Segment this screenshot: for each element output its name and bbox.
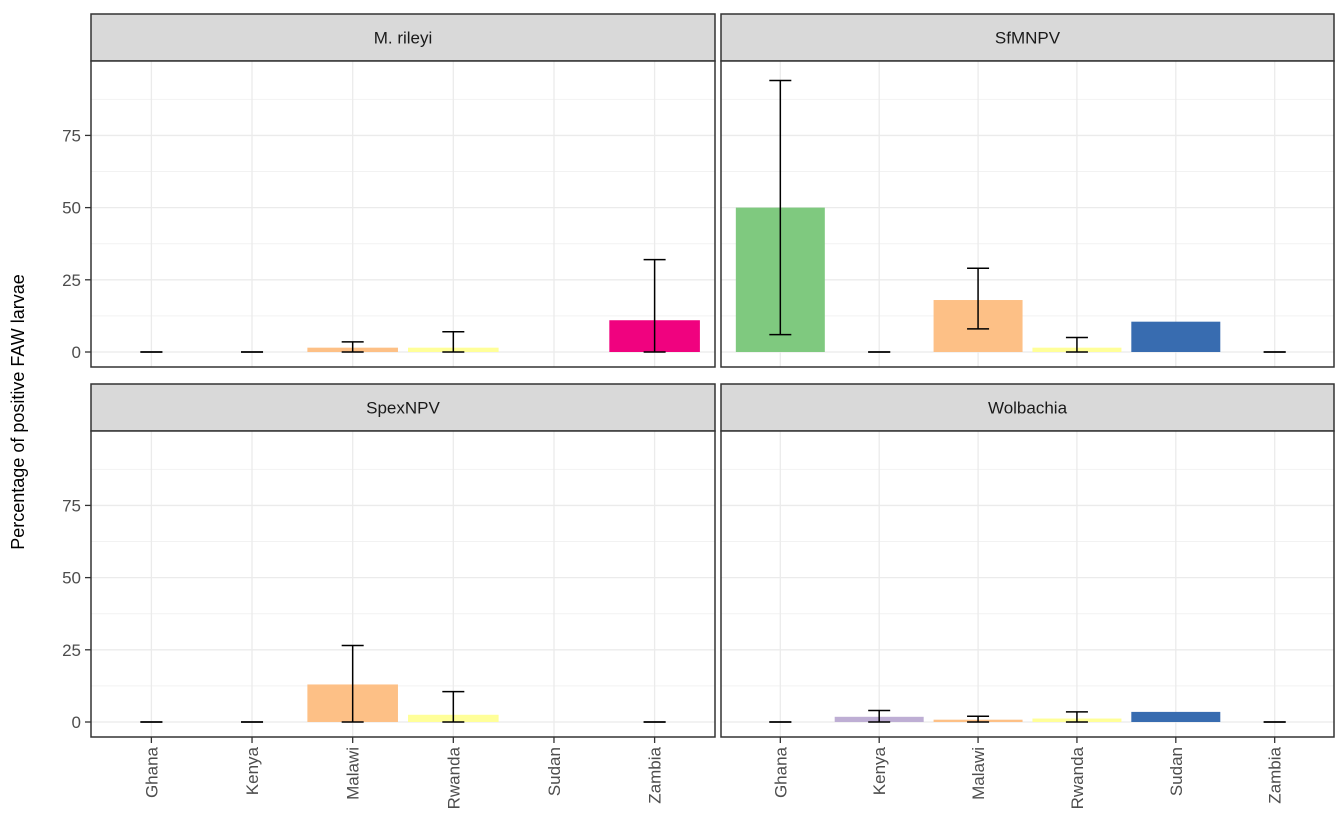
facet-panels: M. rileyi 0 25 50 75 SfMNPV SpexNPV 0 25 50 75 Ghan… [62, 13, 1335, 809]
facet-3: SpexNPV 0 25 50 75 Ghana Kenya Malawi Rwanda Suda… [62, 383, 716, 809]
facet-strip-title: SfMNPV [995, 29, 1061, 48]
x-tick-label-zambia: Zambia [1266, 746, 1285, 803]
facet-strip [720, 13, 1335, 62]
y-tick-label: 25 [62, 641, 81, 660]
error-bar-ghana [769, 79, 792, 336]
panel-background [721, 431, 1334, 737]
y-tick-label: 0 [72, 343, 81, 362]
error-bar-malawi [341, 341, 364, 353]
error-bar-rwanda [1065, 336, 1088, 353]
y-tick-label: 0 [72, 713, 81, 732]
facet-strip-title: Wolbachia [988, 399, 1068, 418]
x-tick-label-malawi: Malawi [969, 747, 988, 800]
error-bar-zambia [643, 258, 666, 353]
error-bar-malawi [967, 267, 990, 330]
x-tick-label-kenya: Kenya [243, 746, 262, 795]
facet-4: Wolbachia Ghana Kenya Malawi Rwanda Sudan Zamb… [720, 383, 1335, 809]
x-tick-label-ghana: Ghana [142, 746, 161, 798]
bar-sudan [1131, 711, 1221, 722]
panel-border [720, 60, 1335, 368]
x-tick-label-sudan: Sudan [545, 747, 564, 796]
error-bar-rwanda [442, 331, 465, 353]
y-tick-label: 25 [62, 271, 81, 290]
facet-strip-title: M. rileyi [374, 29, 433, 48]
y-tick-label: 50 [62, 199, 81, 218]
panel-background [91, 431, 715, 737]
x-tick-label-rwanda: Rwanda [1068, 746, 1087, 809]
x-tick-label-zambia: Zambia [646, 746, 665, 803]
y-tick-label: 75 [62, 126, 81, 145]
x-tick-label-sudan: Sudan [1167, 747, 1186, 796]
facet-strip [720, 383, 1335, 432]
x-tick-label-ghana: Ghana [771, 746, 790, 798]
facet-strip-title: SpexNPV [366, 399, 440, 418]
facet-strip [90, 383, 716, 432]
error-bar-malawi [341, 644, 364, 723]
panel-border [720, 430, 1335, 738]
error-bar-rwanda [1065, 711, 1088, 723]
x-tick-label-kenya: Kenya [870, 746, 889, 795]
y-axis-title: Percentage of positive FAW larvae [8, 274, 28, 549]
error-bar-kenya [868, 709, 891, 723]
facet-strip [90, 13, 716, 62]
panel-border [90, 430, 716, 738]
bar-sudan [1131, 321, 1221, 352]
x-tick-label-malawi: Malawi [344, 747, 363, 800]
panel-border [90, 60, 716, 368]
error-bar-rwanda [442, 690, 465, 723]
x-tick-label-rwanda: Rwanda [444, 746, 463, 809]
error-bar-malawi [967, 715, 990, 723]
y-tick-label: 75 [62, 496, 81, 515]
facet-2: SfMNPV [720, 13, 1335, 368]
y-tick-label: 50 [62, 569, 81, 588]
facet-1: M. rileyi 0 25 50 75 [62, 13, 716, 368]
